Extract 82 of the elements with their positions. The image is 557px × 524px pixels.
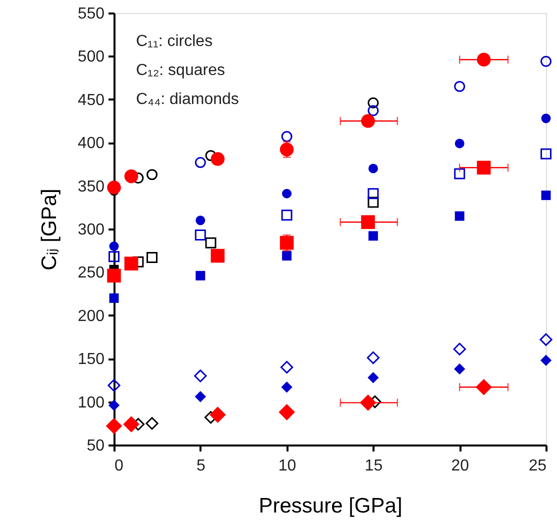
point: [368, 97, 379, 108]
point: [361, 114, 375, 128]
y-tick-label: 500: [78, 48, 105, 66]
point: [368, 105, 379, 116]
point: [108, 400, 120, 411]
point: [146, 169, 158, 180]
y-tick-label: 50: [86, 438, 105, 454]
y-tick-label: 400: [78, 135, 105, 152]
annotation: C₁₂: squares: [136, 62, 225, 79]
annotation: C₁₁: circles: [136, 33, 213, 50]
x-axis-title: Pressure [GPa]: [258, 494, 402, 518]
point: [196, 270, 206, 280]
point: [368, 164, 378, 174]
point: [476, 52, 491, 67]
point: [124, 256, 138, 270]
x-tick-label: 0: [114, 458, 124, 474]
point: [541, 114, 551, 124]
y-tick-label: 150: [78, 351, 105, 368]
point: [280, 142, 294, 156]
x-tick-label: 10: [278, 458, 296, 474]
point: [454, 138, 464, 148]
point: [108, 251, 120, 262]
point: [210, 406, 226, 423]
point: [282, 188, 292, 198]
y-tick-label: 200: [78, 308, 105, 325]
point: [454, 80, 466, 92]
point: [368, 372, 379, 384]
point: [123, 416, 140, 432]
point: [281, 131, 292, 142]
point: [540, 333, 552, 346]
point: [368, 231, 378, 241]
point: [454, 211, 464, 221]
point: [205, 150, 216, 162]
point: [107, 268, 121, 283]
point: [205, 237, 216, 248]
point: [361, 215, 375, 229]
point: [541, 190, 551, 200]
point: [368, 196, 379, 208]
y-axis-title: Cᵢⱼ [GPa]: [38, 188, 61, 270]
y-tick-label: 250: [78, 264, 105, 282]
x-tick-label: 20: [451, 458, 470, 474]
point: [146, 417, 158, 430]
point: [108, 379, 120, 392]
point: [454, 363, 466, 375]
point: [280, 236, 294, 250]
point: [194, 156, 206, 168]
point: [194, 370, 207, 382]
y-tick-label: 550: [78, 6, 105, 22]
point: [282, 251, 292, 261]
y-tick-label: 450: [78, 92, 105, 109]
x-tick-label: 15: [364, 458, 383, 474]
point: [146, 252, 158, 264]
point: [109, 293, 119, 303]
point: [540, 148, 552, 160]
x-tick-label: 5: [196, 458, 206, 474]
point: [124, 169, 138, 184]
point: [540, 56, 552, 67]
point: [476, 378, 492, 396]
point: [196, 216, 206, 226]
y-tick-label: 300: [78, 222, 105, 238]
point: [106, 418, 122, 434]
point: [109, 242, 119, 252]
point: [360, 394, 376, 411]
point: [281, 210, 292, 221]
point: [368, 188, 379, 200]
point: [281, 382, 292, 393]
point: [194, 391, 206, 402]
point: [278, 404, 295, 420]
point: [107, 180, 121, 194]
point: [210, 152, 225, 166]
y-tick-label: 100: [78, 394, 105, 412]
point: [194, 230, 206, 241]
point: [280, 360, 294, 374]
point: [476, 160, 491, 175]
point: [454, 168, 466, 180]
point: [366, 351, 380, 364]
y-tick-label: 350: [78, 178, 105, 196]
point: [540, 354, 552, 366]
x-tick-label: 25: [528, 458, 547, 474]
point: [210, 248, 225, 263]
point: [453, 342, 466, 356]
annotation: C₄₄: diamonds: [136, 91, 239, 108]
